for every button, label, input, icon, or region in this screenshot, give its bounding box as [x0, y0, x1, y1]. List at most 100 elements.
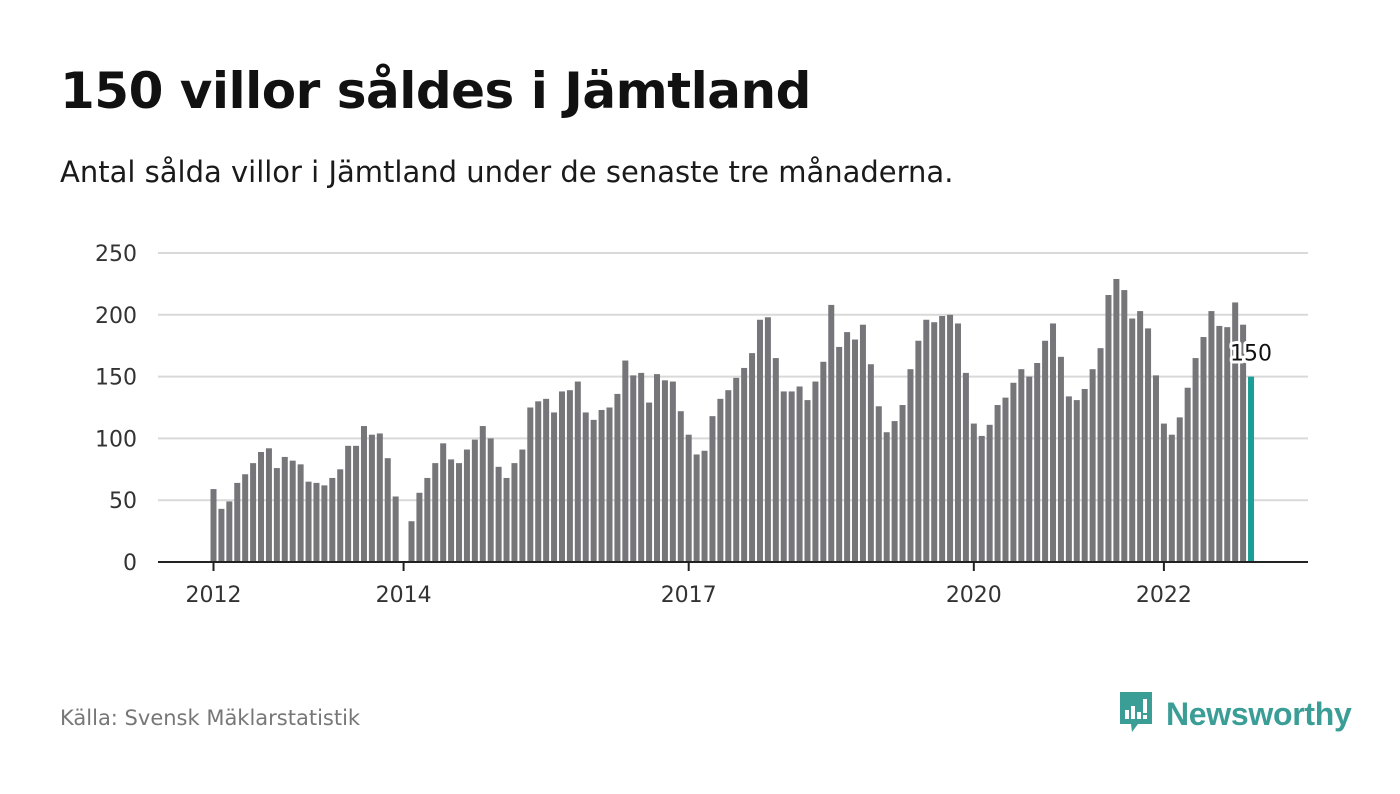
brand-logo[interactable]: Newsworthy	[1118, 690, 1352, 738]
bar	[978, 435, 985, 562]
bar	[796, 386, 803, 562]
bar	[448, 459, 455, 562]
chart-subtitle: Antal sålda villor i Jämtland under de s…	[60, 155, 954, 189]
bar	[1010, 382, 1017, 562]
bar	[471, 439, 478, 562]
bar	[733, 377, 740, 562]
bar	[1042, 340, 1049, 562]
bar	[1050, 323, 1057, 562]
bar	[812, 381, 819, 562]
bar	[756, 319, 763, 562]
y-tick-label: 0	[123, 551, 137, 576]
x-tick-label: 2014	[376, 583, 432, 608]
bar	[1121, 290, 1128, 562]
y-tick-label: 150	[95, 366, 137, 391]
bar	[899, 405, 906, 562]
bar	[1200, 337, 1207, 562]
bar	[226, 501, 233, 562]
y-tick-label: 50	[109, 489, 137, 514]
bar	[1176, 417, 1183, 562]
source-note: Källa: Svensk Mäklarstatistik	[60, 706, 361, 730]
bar	[749, 353, 756, 562]
bar	[1137, 311, 1144, 562]
bar	[962, 372, 969, 562]
bar	[1168, 434, 1175, 562]
y-axis-tick-labels: 0 50 100 150 200 250	[95, 242, 137, 576]
bar	[250, 463, 257, 562]
bar	[1089, 369, 1096, 562]
bar	[519, 449, 526, 562]
bar	[1002, 397, 1009, 562]
bar	[614, 393, 621, 562]
bar	[456, 463, 463, 562]
bar	[408, 521, 415, 562]
bar	[939, 316, 946, 562]
bar	[661, 380, 668, 562]
bar	[986, 424, 993, 562]
bar	[440, 443, 447, 562]
bar	[883, 432, 890, 562]
bars	[210, 278, 1255, 562]
bar	[875, 406, 882, 562]
bar	[1065, 396, 1072, 562]
bar	[693, 454, 700, 562]
bar-chart-speech-bubble-icon	[1118, 690, 1154, 738]
bar	[867, 364, 874, 562]
bar	[1026, 376, 1033, 562]
bar	[701, 450, 708, 562]
bar	[606, 407, 613, 562]
bar	[337, 469, 344, 562]
x-tick-label: 2020	[946, 583, 1002, 608]
bar	[582, 412, 589, 562]
bar	[764, 317, 771, 562]
bar	[313, 482, 320, 562]
bar	[487, 438, 494, 562]
bar	[677, 411, 684, 562]
bar	[210, 489, 217, 562]
bar	[804, 400, 811, 562]
bar	[725, 390, 732, 562]
bar	[923, 319, 930, 562]
bar	[392, 496, 399, 562]
gridlines	[158, 252, 1308, 502]
y-tick-label: 100	[95, 427, 137, 452]
bar	[1145, 328, 1152, 562]
bar	[907, 369, 914, 562]
bar-highlight	[1248, 376, 1255, 562]
bar	[1152, 375, 1159, 562]
bar	[511, 463, 518, 562]
bar	[820, 361, 827, 562]
bar	[1081, 388, 1088, 562]
bar	[994, 405, 1001, 562]
bar	[543, 398, 550, 562]
bar	[836, 346, 843, 562]
bar	[384, 458, 391, 562]
bar	[258, 451, 265, 562]
value-labels: 150	[1227, 339, 1275, 370]
bar	[297, 464, 304, 562]
bar	[416, 492, 423, 562]
bar	[954, 323, 961, 562]
bar	[970, 423, 977, 562]
bar	[1034, 363, 1041, 562]
bar	[527, 407, 534, 562]
bar	[717, 398, 724, 562]
bar	[1240, 324, 1247, 562]
bar	[947, 314, 954, 562]
bar	[1160, 423, 1167, 562]
bar	[479, 426, 486, 562]
bar	[741, 367, 748, 562]
bar	[630, 375, 637, 562]
bar	[685, 434, 692, 562]
bar	[329, 477, 336, 562]
bar	[558, 391, 565, 562]
bar	[1057, 356, 1064, 562]
bar	[1129, 318, 1136, 562]
bar	[281, 456, 288, 562]
bar	[622, 360, 629, 562]
bar	[289, 460, 296, 562]
bar	[1224, 327, 1231, 562]
bar	[1113, 278, 1120, 562]
x-tick-label: 2017	[661, 583, 717, 608]
bar	[368, 434, 375, 562]
